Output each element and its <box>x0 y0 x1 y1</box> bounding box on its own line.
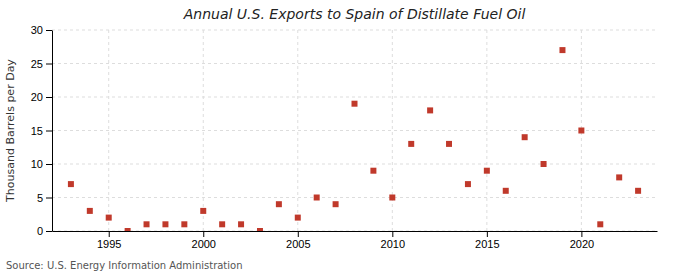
tick-mark <box>392 231 393 237</box>
point <box>446 141 452 147</box>
grid-line <box>52 30 657 31</box>
tick-label: 2000 <box>192 238 216 250</box>
points <box>68 47 641 231</box>
point <box>314 195 320 201</box>
chart: 1995 2000 2005 2010 2015 2020 0 5 10 15 20 25 30 Annu… <box>0 0 675 275</box>
tick-mark <box>109 231 110 237</box>
tick-mark <box>46 30 52 31</box>
x-axis: 1995 2000 2005 2010 2015 2020 <box>53 231 658 250</box>
point <box>87 208 93 214</box>
tick: 30 <box>31 24 52 36</box>
point <box>559 47 565 53</box>
point <box>635 188 641 194</box>
point <box>106 215 112 221</box>
point <box>484 168 490 174</box>
grid-line <box>52 130 657 131</box>
annotation: Source: U.S. Energy Information Administ… <box>6 260 243 271</box>
point <box>125 228 131 231</box>
tick-mark <box>46 231 52 232</box>
point <box>257 228 263 231</box>
point <box>503 188 509 194</box>
point <box>352 101 358 107</box>
tick-mark <box>581 231 582 237</box>
point <box>541 161 547 167</box>
tick: 2015 <box>475 231 499 250</box>
point <box>333 201 339 207</box>
y-axis: 0 5 10 15 20 25 30 <box>31 24 53 237</box>
point <box>200 208 206 214</box>
point <box>427 107 433 113</box>
tick-label: 1995 <box>97 238 121 250</box>
grid-line <box>52 197 657 198</box>
tick-mark <box>46 64 52 65</box>
tick: 10 <box>31 158 52 170</box>
tick: 2010 <box>381 231 405 250</box>
point <box>408 141 414 147</box>
tick: 15 <box>31 125 52 137</box>
point <box>295 215 301 221</box>
tick: 2000 <box>192 231 216 250</box>
tick-label: 10 <box>31 158 43 170</box>
point <box>616 174 622 180</box>
tick: 2005 <box>286 231 310 250</box>
title: Annual U.S. Exports to Spain of Distilla… <box>183 6 526 22</box>
tick: 25 <box>31 58 52 70</box>
grid <box>52 30 657 231</box>
tick-label: 0 <box>37 225 43 237</box>
grid-line <box>52 231 657 232</box>
point <box>181 221 187 227</box>
point <box>465 181 471 187</box>
point <box>238 221 244 227</box>
tick: 1995 <box>97 231 121 250</box>
tick-label: 20 <box>31 91 43 103</box>
point <box>276 201 282 207</box>
grid-line <box>52 97 657 98</box>
grid-line <box>392 30 393 231</box>
point <box>144 221 150 227</box>
tick-label: 2005 <box>286 238 310 250</box>
tick-mark <box>46 131 52 132</box>
tick-mark <box>298 231 299 237</box>
tick-mark <box>487 231 488 237</box>
tick-label: 2015 <box>475 238 499 250</box>
tick-mark <box>46 198 52 199</box>
plot: 1995 2000 2005 2010 2015 2020 0 5 10 15 20 25 30 <box>31 24 658 250</box>
grid-line <box>52 63 657 64</box>
tick: 5 <box>37 192 52 204</box>
point <box>597 221 603 227</box>
point <box>389 195 395 201</box>
tick-label: 15 <box>31 125 43 137</box>
point <box>522 134 528 140</box>
axis-line <box>53 231 658 232</box>
tick-label: 5 <box>37 192 43 204</box>
tick-label: 2010 <box>381 238 405 250</box>
y-axis-title: Thousand Barrels per Day <box>4 59 17 203</box>
point <box>578 128 584 134</box>
tick: 0 <box>37 225 52 237</box>
tick-mark <box>46 97 52 98</box>
axis-line <box>52 31 53 232</box>
tick-label: 30 <box>31 24 43 36</box>
tick-label: 2020 <box>570 238 594 250</box>
tick: 2020 <box>570 231 594 250</box>
tick-mark <box>203 231 204 237</box>
point <box>219 221 225 227</box>
point <box>370 168 376 174</box>
tick: 20 <box>31 91 52 103</box>
point <box>162 221 168 227</box>
tick-label: 25 <box>31 58 43 70</box>
tick-mark <box>46 164 52 165</box>
point <box>68 181 74 187</box>
grid-line <box>52 164 657 165</box>
